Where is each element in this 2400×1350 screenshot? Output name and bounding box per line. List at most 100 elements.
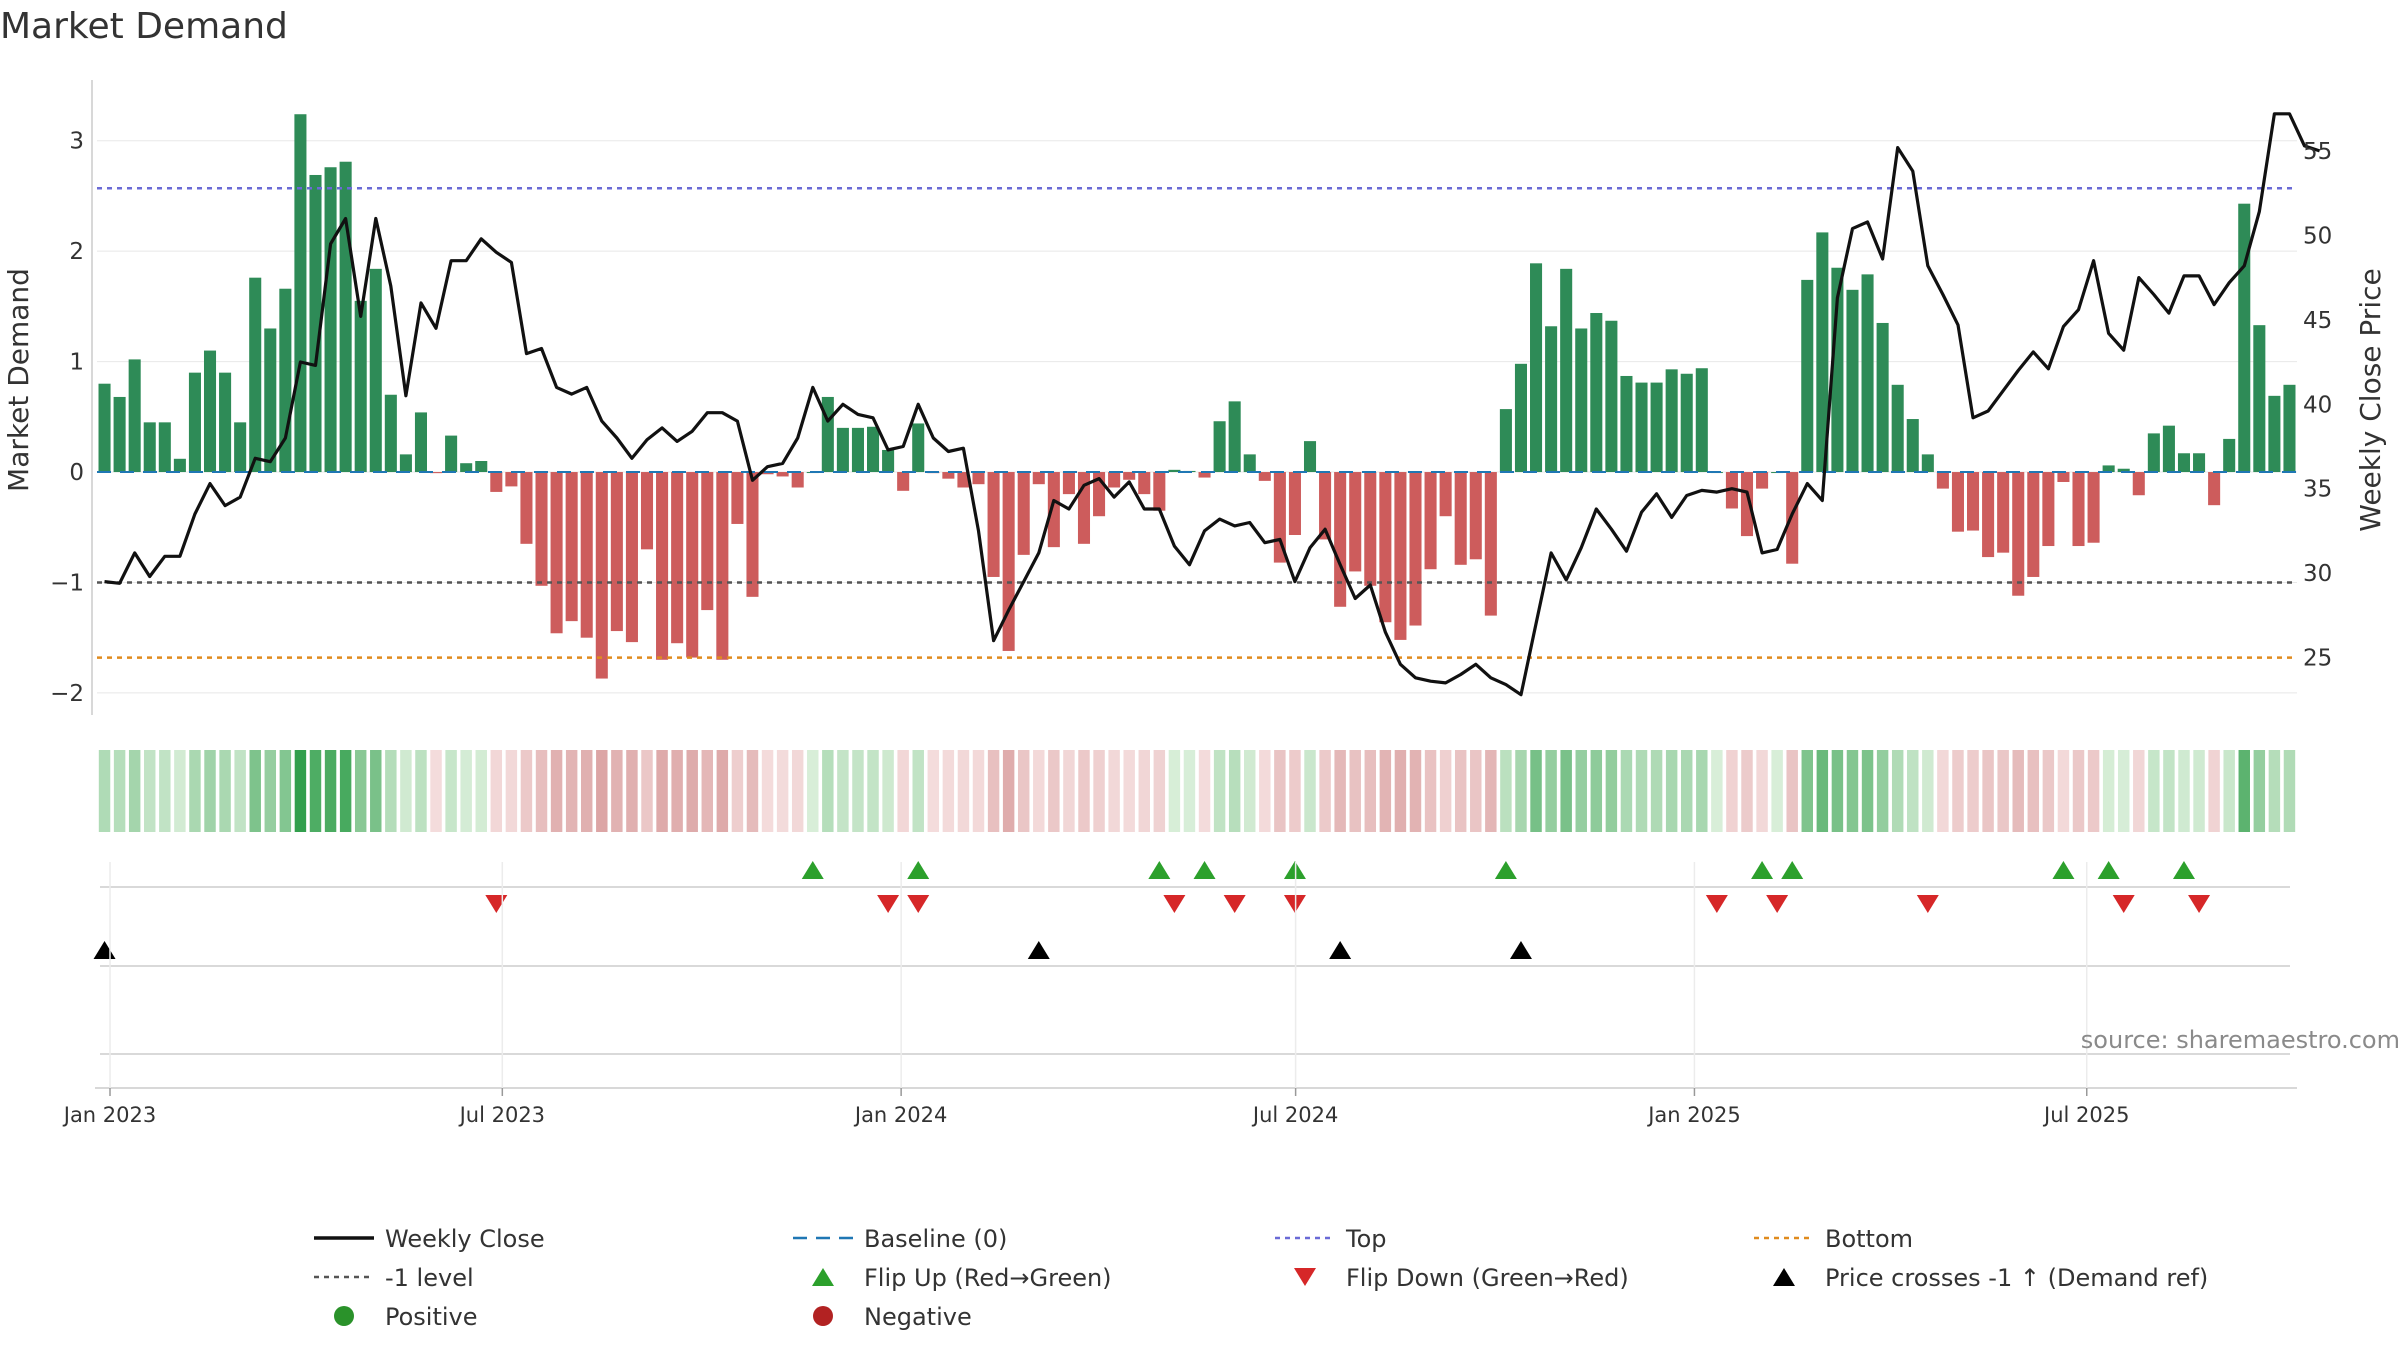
legend: Weekly Close Baseline (0) Top Bottom -1 leve… [314,1225,2208,1331]
demand-bar-negative [550,472,563,634]
demand-bar-negative [1424,472,1437,570]
heat-cell [2163,750,2175,832]
y-tick-right: 50 [2303,223,2332,249]
heat-cell [731,750,744,832]
demand-bar-positive [460,463,473,473]
demand-bar-negative [2027,472,2040,577]
demand-bar-negative [776,472,789,477]
demand-bar-negative [1982,472,1995,558]
demand-bar-positive [339,161,352,473]
heat-cell [565,750,578,832]
demand-bar-negative [520,472,533,544]
heat-cell [2223,750,2235,832]
demand-bar-negative [1349,472,1362,572]
demand-bar-positive [1635,382,1648,473]
demand-bar-positive [1876,322,1889,473]
legend-swatch [1773,1268,1795,1286]
demand-bar-positive [188,372,201,473]
heat-cell [113,750,126,832]
demand-bar-negative [972,472,985,485]
heat-cell [505,750,518,832]
demand-bar-negative [595,472,608,679]
heat-cell [1244,750,1256,832]
demand-bar-positive [2193,453,2206,473]
heat-cell [972,750,985,832]
heat-cell [746,750,759,832]
demand-bar-positive [1861,274,1874,473]
heat-cell [1530,750,1542,832]
y-tick-left: 3 [69,129,84,155]
heat-cell [1650,750,1663,832]
heat-cell [1741,750,1753,832]
heat-cell [1756,750,1768,832]
demand-bar-positive [399,454,412,473]
heat-cell [987,750,1000,832]
x-tick-label: Jul 2023 [458,1103,545,1127]
heat-cell [370,750,382,832]
heat-cell [1304,750,1316,832]
y-tick-right: 55 [2303,139,2332,165]
heat-cell [535,750,548,832]
demand-bar-negative [580,472,593,638]
demand-bar-positive [1168,469,1181,473]
price-line [104,112,2321,697]
demand-bar-positive [1680,373,1693,473]
y-tick-left: 2 [69,239,84,265]
legend-label: Flip Down (Green→Red) [1346,1264,1629,1292]
flip-down-marker [877,895,900,913]
heat-cell [822,750,834,832]
demand-bar-positive [143,422,156,473]
heat-cell [1876,750,1889,832]
legend-label: Bottom [1825,1225,1913,1253]
heat-cell [174,750,186,832]
flip-down-marker [2112,895,2135,913]
heat-cell [234,750,246,832]
demand-bar-positive [2253,325,2266,473]
demand-bar-positive [309,174,322,473]
legend-item-weekly-close: Weekly Close [314,1225,545,1253]
demand-bar-positive [912,423,925,473]
heat-cell [1816,750,1829,832]
legend-label: Top [1345,1225,1387,1253]
heat-cell [1560,750,1572,832]
demand-bar-negative [625,472,638,643]
heat-cell [475,750,487,832]
legend-label: Flip Up (Red→Green) [864,1264,1112,1292]
demand-bar-positive [1545,326,1558,473]
demand-bar-positive [354,300,367,473]
heat-cell [716,750,729,832]
heat-cell [1424,750,1437,832]
heat-cell [1213,750,1226,832]
demand-bar-positive [1514,363,1527,473]
demand-bar-negative [1002,472,1015,651]
x-tick-label: Jan 2023 [62,1103,157,1127]
demand-bar-positive [2177,453,2191,473]
legend-label: Weekly Close [385,1225,545,1253]
demand-bar-positive [2238,203,2251,473]
heat-cell [611,750,623,832]
heat-cell [1605,750,1618,832]
heat-cell [1259,750,1271,832]
demand-bar-negative [1258,472,1271,481]
demand-bar-positive [1605,320,1618,473]
x-tick-label: Jul 2024 [1251,1103,1338,1127]
flip-down-marker [1916,895,1939,913]
heat-cell [1982,750,1994,832]
heat-cell [1017,750,1030,832]
flip-down-marker [1163,895,1186,913]
flip-down-marker [1705,895,1728,913]
legend-item-flip-down: Flip Down (Green→Red) [1294,1264,1629,1292]
demand-bar-positive [1921,454,1934,473]
heat-cell [189,750,201,832]
heat-cell [204,750,216,832]
heat-cell [2057,750,2070,832]
x-tick-label: Jul 2025 [2042,1103,2129,1127]
x-axis: Jan 2023 Jul 2023 Jan 2024 Jul 2024 Jan 2025… [62,862,2297,1127]
demand-bar-positive [882,449,895,473]
demand-bar-negative [761,472,774,475]
heat-cell [2072,750,2085,832]
demand-bar-positive [851,427,864,473]
heat-cell [1861,750,1874,832]
heat-cell [219,750,231,832]
demand-bar-positive [836,427,849,473]
